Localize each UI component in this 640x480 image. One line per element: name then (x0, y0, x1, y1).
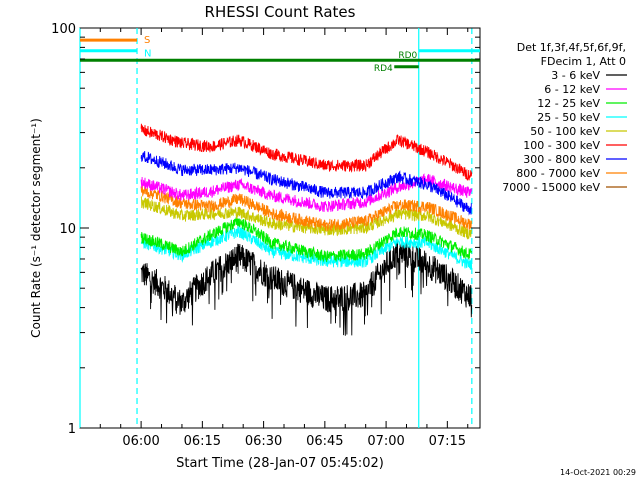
legend-label: 50 - 100 keV (530, 125, 600, 138)
legend-header-line1: Det 1f,3f,4f,5f,6f,9f, (517, 41, 626, 54)
series-100-300-kev (140, 123, 473, 182)
series-line (140, 150, 473, 216)
series-line (140, 216, 473, 263)
status-label-rd4: RD4 (374, 64, 393, 74)
series-line (140, 185, 473, 232)
legend-label: 800 - 7000 keV (516, 167, 600, 180)
legend-label: 25 - 50 keV (537, 111, 600, 124)
chart-title: RHESSI Count Rates (205, 3, 356, 21)
legend: Det 1f,3f,4f,5f,6f,9f, FDecim 1, Att 0 3… (502, 41, 627, 194)
series-line (140, 195, 473, 240)
y-tick-label: 1 (68, 422, 76, 437)
legend-header-line2: FDecim 1, Att 0 (541, 55, 626, 68)
legend-label: 300 - 800 keV (523, 153, 600, 166)
series-line (140, 123, 473, 182)
x-axis-label: Start Time (28-Jan-07 05:45:02) (176, 456, 384, 471)
legend-label: 3 - 6 keV (551, 69, 600, 82)
legend-label: 6 - 12 keV (544, 83, 600, 96)
series-12-25-kev (140, 216, 473, 263)
x-tick-label: 06:15 (184, 434, 221, 449)
x-tick-label: 06:45 (306, 434, 343, 449)
x-tick-label: 07:00 (367, 434, 404, 449)
series-800-7000-kev (140, 185, 473, 232)
y-tick-label: 100 (51, 22, 76, 37)
x-tick-label: 07:15 (429, 434, 466, 449)
status-label-s: S (144, 35, 150, 46)
y-tick-label: 10 (59, 222, 76, 237)
y-axis-label: Count Rate (s⁻¹ detector segment⁻¹) (29, 118, 43, 338)
legend-label: 7000 - 15000 keV (502, 181, 600, 194)
series-50-100-kev (140, 195, 473, 240)
status-label-rd0: RD0 (398, 51, 417, 61)
series-300-800-kev (140, 150, 473, 216)
axes: 06:00 06:15 06:30 06:45 07:00 07:15 1 10 100 (51, 22, 480, 449)
status-label-n: N (144, 49, 151, 60)
generation-timestamp: 14-Oct-2021 00:29 (560, 468, 636, 477)
series-3-6-kev (140, 240, 473, 336)
x-tick-label: 06:00 (122, 434, 159, 449)
series-line (140, 240, 473, 336)
legend-label: 100 - 300 keV (523, 139, 600, 152)
status-bars: SN RD0 RD4 (80, 35, 480, 74)
legend-label: 12 - 25 keV (537, 97, 600, 110)
series-lines (140, 123, 473, 336)
x-tick-label: 06:30 (245, 434, 282, 449)
